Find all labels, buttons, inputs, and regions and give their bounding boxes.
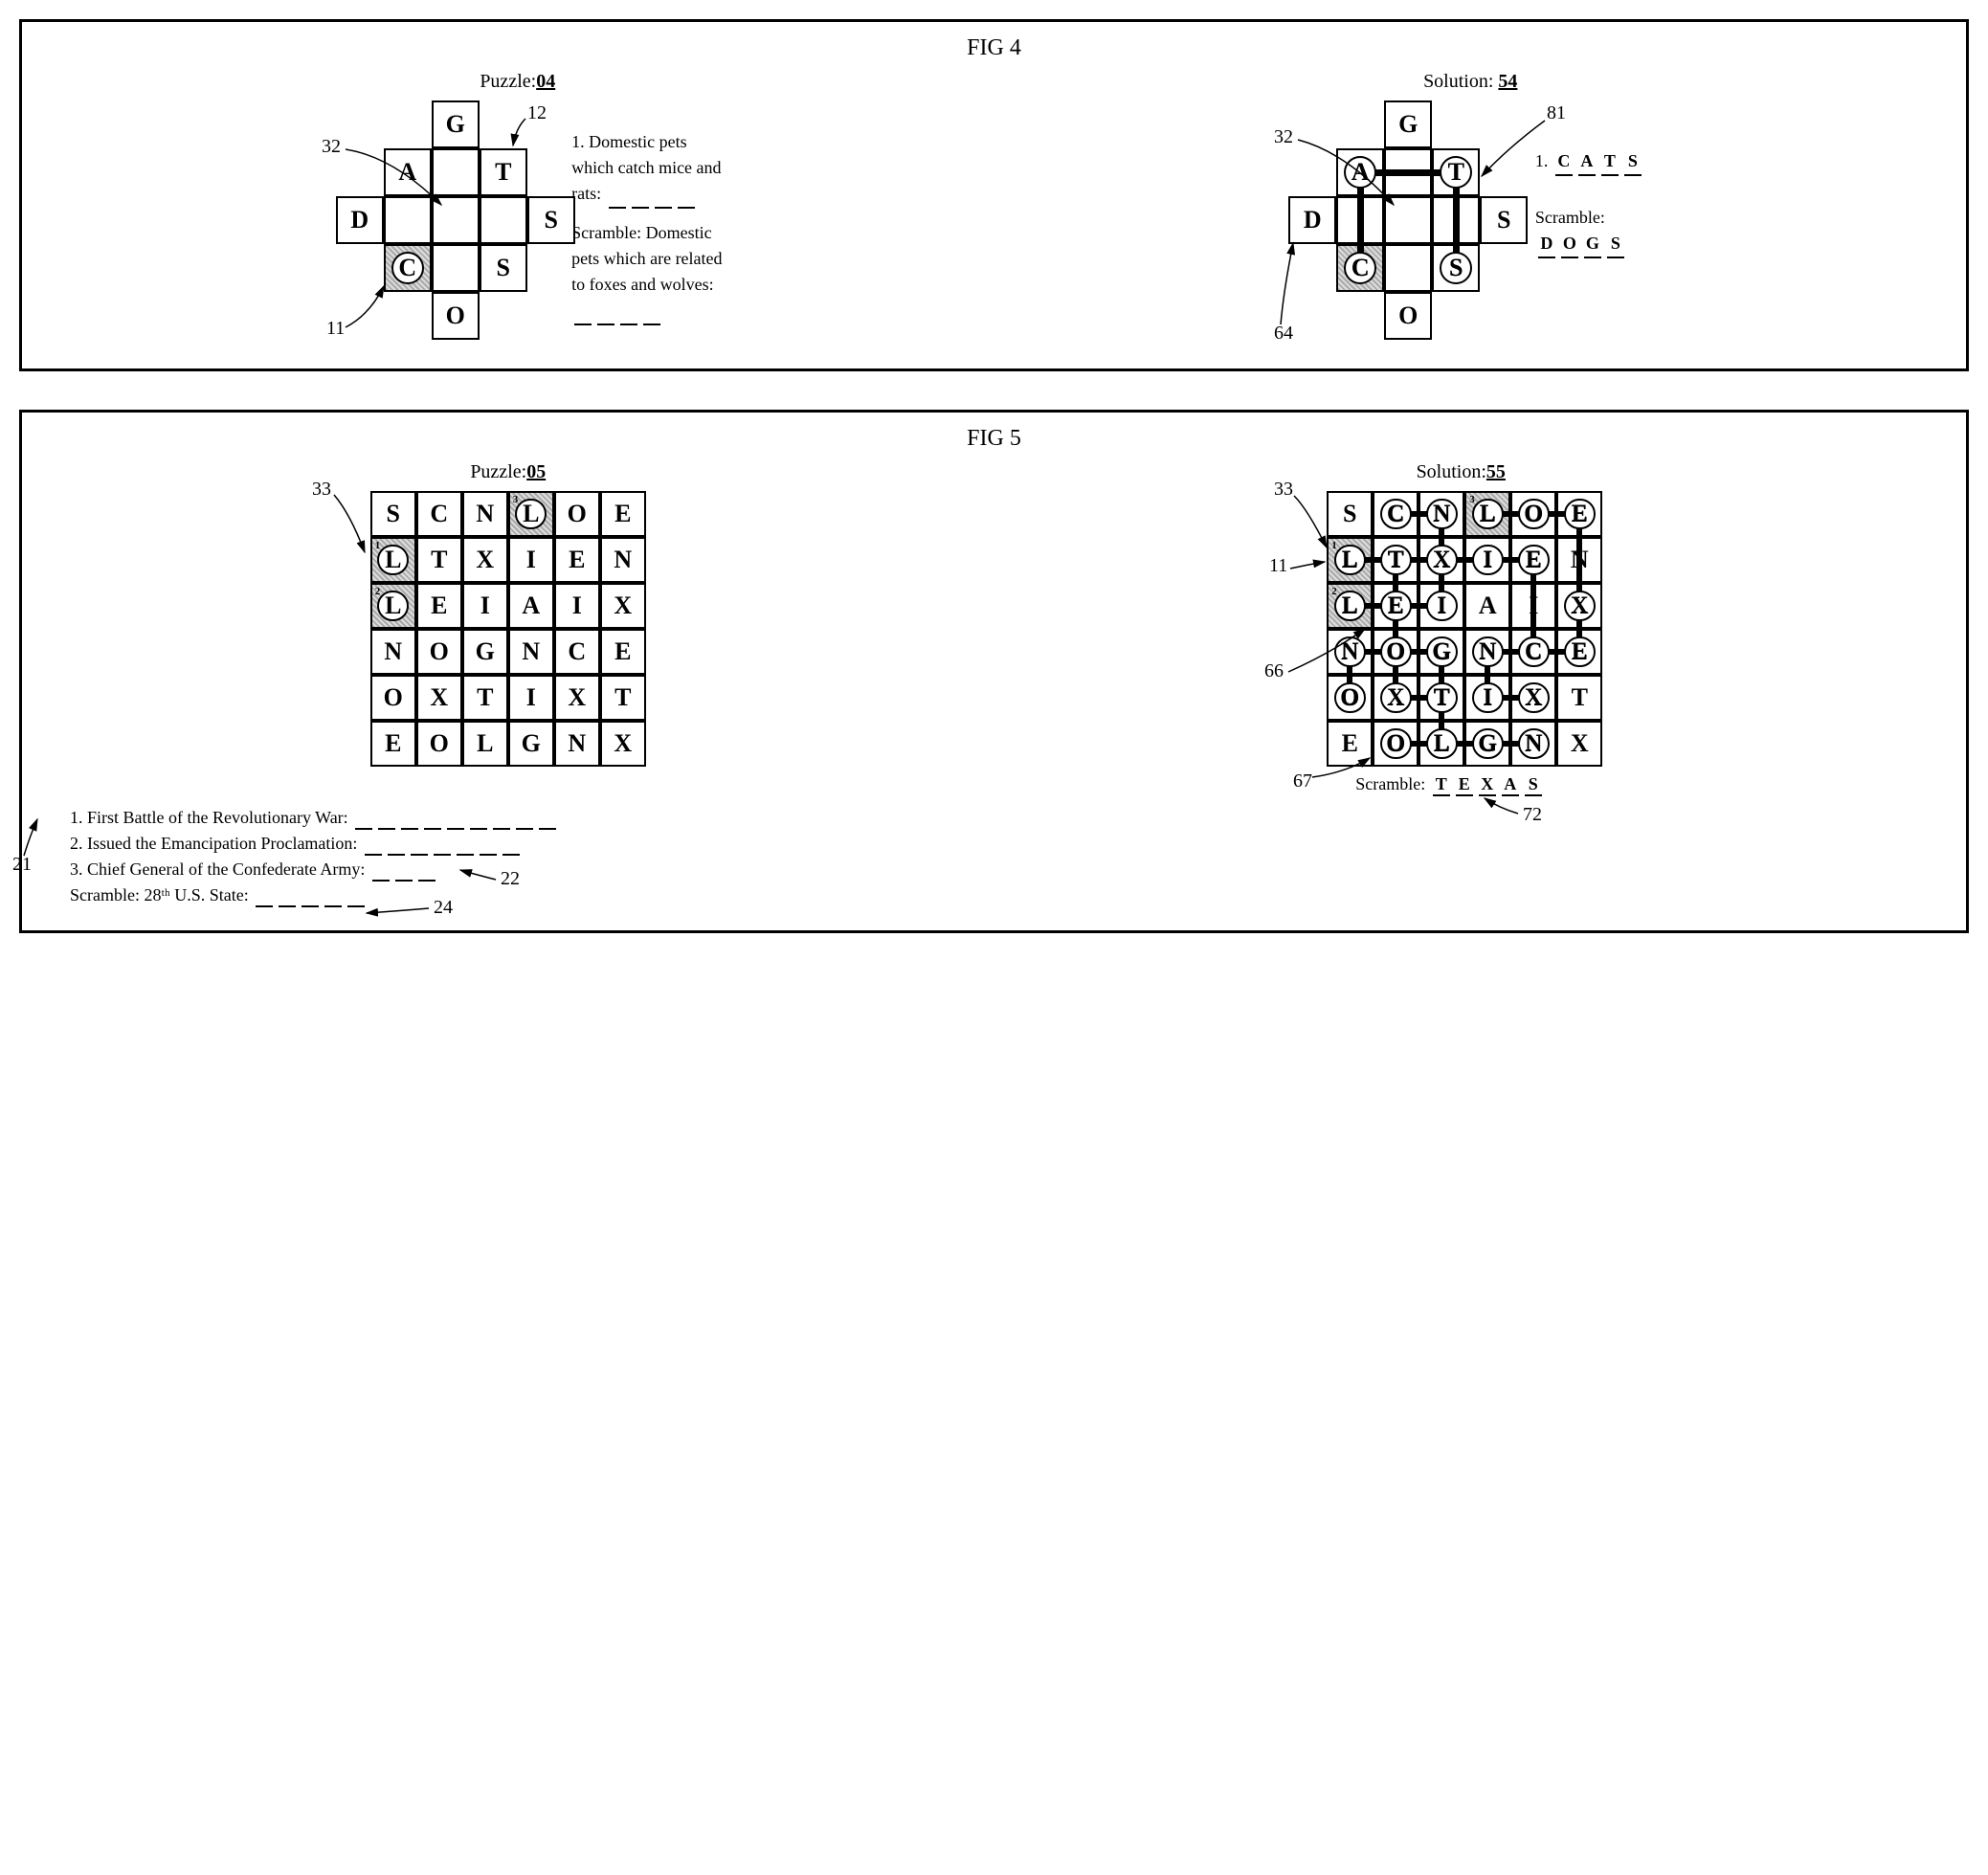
grid-cell: T: [1556, 675, 1602, 721]
grid-cell: D: [336, 196, 384, 244]
grid-cell: S: [480, 244, 527, 292]
figure-4: FIG 4 Puzzle:04 GATDSCSO 1. Domestic pet…: [19, 19, 1969, 371]
svg-text:67: 67: [1293, 770, 1312, 792]
fig5-puzzle-board: SCNL3OEL1TXIENL2EIAIXNOGNCEOXTIXTEOLGNX: [370, 491, 646, 767]
grid-cell: [432, 244, 480, 292]
grid-cell: S: [527, 196, 575, 244]
grid-cell: T: [600, 675, 646, 721]
fig5-solution-label: Solution:55: [1240, 461, 1681, 483]
grid-cell: S: [1480, 196, 1528, 244]
grid-cell: N: [370, 629, 416, 675]
fig5-solution-board: SCNL3OEL1TXIENL2EIAIXNOGNCEOXTIXTEOLGNXC…: [1327, 491, 1602, 767]
grid-cell: [1384, 244, 1432, 292]
grid-cell: N: [600, 537, 646, 583]
grid-cell: A: [384, 148, 432, 196]
grid-cell: O: [1384, 292, 1432, 340]
grid-cell: N: [462, 491, 508, 537]
grid-cell: E: [554, 537, 600, 583]
grid-cell: I: [554, 583, 600, 629]
grid-cell: X: [416, 675, 462, 721]
fig5-puzzle-label: Puzzle:05: [307, 461, 709, 483]
grid-cell: X: [600, 583, 646, 629]
grid-cell: D: [1288, 196, 1336, 244]
grid-cell: I: [508, 675, 554, 721]
grid-cell: G: [432, 100, 480, 148]
grid-cell: [384, 196, 432, 244]
fig4-answers: 1. CATS Scramble: DOGS: [1535, 100, 1681, 349]
grid-cell: E: [600, 491, 646, 537]
grid-cell: O: [370, 675, 416, 721]
grid-cell: O: [432, 292, 480, 340]
grid-cell: [1384, 196, 1432, 244]
fig5-title: FIG 5: [41, 426, 1947, 452]
grid-cell: T: [416, 537, 462, 583]
grid-cell: C: [416, 491, 462, 537]
grid-cell: E: [370, 721, 416, 767]
fig4-title: FIG 4: [41, 35, 1947, 61]
svg-text:21: 21: [12, 854, 32, 875]
figure-5: FIG 5 Puzzle:05 SCNL3OEL1TXIENL2EIAIXNOG…: [19, 410, 1969, 933]
grid-cell: L: [462, 721, 508, 767]
grid-cell: T: [462, 675, 508, 721]
grid-cell: X: [600, 721, 646, 767]
grid-cell: N: [508, 629, 554, 675]
grid-cell: T: [480, 148, 527, 196]
fig4-puzzle-board: GATDSCSO: [336, 100, 562, 349]
grid-cell: I: [508, 537, 554, 583]
grid-cell: A: [508, 583, 554, 629]
grid-cell: C: [554, 629, 600, 675]
grid-cell: S: [370, 491, 416, 537]
fig4-clues: 1. Domestic pets which catch mice and ra…: [571, 100, 728, 349]
grid-cell: G: [462, 629, 508, 675]
fig4-solution-label: Solution: 54: [1260, 71, 1681, 93]
svg-text:66: 66: [1264, 660, 1284, 681]
grid-cell: O: [416, 721, 462, 767]
grid-cell: G: [1384, 100, 1432, 148]
grid-cell: [480, 196, 527, 244]
grid-cell: O: [416, 629, 462, 675]
grid-cell: X: [462, 537, 508, 583]
fig5-scramble-answer: Scramble: TEXAS: [1355, 774, 1681, 796]
grid-cell: E: [600, 629, 646, 675]
fig4-solution-board: GATDSCSOATCS: [1288, 100, 1526, 349]
grid-cell: N: [554, 721, 600, 767]
grid-cell: [432, 196, 480, 244]
grid-cell: X: [1556, 721, 1602, 767]
grid-cell: X: [554, 675, 600, 721]
svg-text:11: 11: [1269, 555, 1287, 576]
grid-cell: [432, 148, 480, 196]
grid-cell: I: [462, 583, 508, 629]
fig4-puzzle-label: Puzzle:04: [307, 71, 728, 93]
grid-cell: E: [1327, 721, 1373, 767]
grid-cell: G: [508, 721, 554, 767]
grid-cell: E: [416, 583, 462, 629]
grid-cell: A: [1464, 583, 1510, 629]
fig5-clues: 1. First Battle of the Revolutionary War…: [41, 808, 1947, 907]
grid-cell: O: [554, 491, 600, 537]
grid-cell: S: [1327, 491, 1373, 537]
